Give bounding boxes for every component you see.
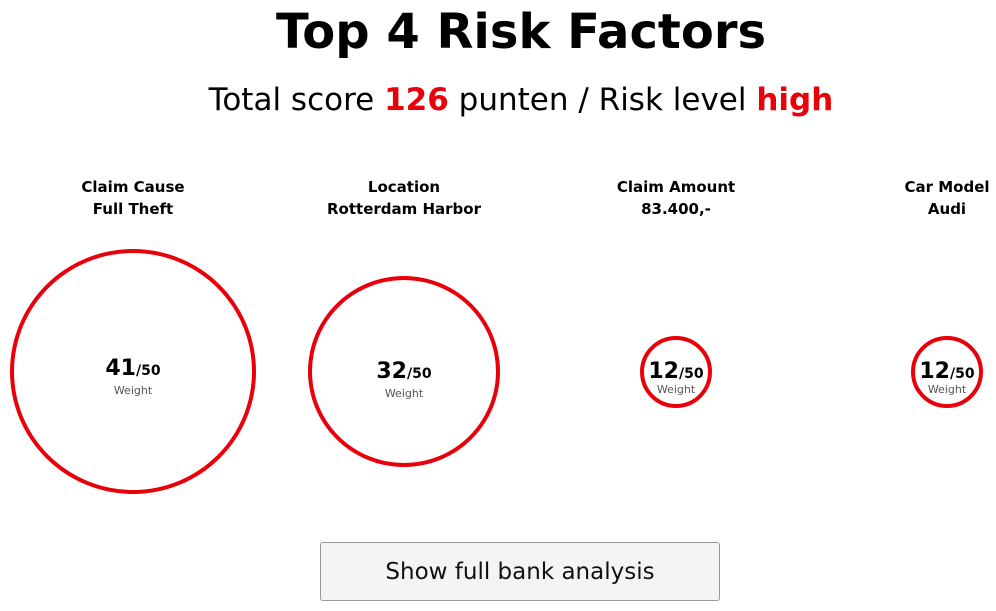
weight-label: Weight <box>113 384 153 397</box>
factor-circle-claim-cause <box>10 249 256 494</box>
factor-name: Location <box>367 178 441 196</box>
factor-name: Claim Amount <box>616 178 736 196</box>
factor-value: Audi <box>927 200 967 218</box>
factor-circle-car-model <box>911 336 983 408</box>
score-mid-text: punten / Risk level <box>448 82 757 118</box>
factor-circle-claim-amount <box>640 336 712 408</box>
show-full-analysis-button[interactable]: Show full bank analysis <box>320 542 720 601</box>
weight-label: Weight <box>384 387 424 400</box>
weight-label: Weight <box>656 383 696 396</box>
factor-name: Car Model <box>904 178 990 196</box>
score-number: 12 <box>919 359 950 384</box>
factor-name: Claim Cause <box>81 178 185 196</box>
factor-label-location: Location Rotterdam Harbor <box>254 176 554 220</box>
factor-score-car-model: 12/50 <box>867 359 996 387</box>
factor-score-location: 32/50 <box>324 359 484 387</box>
factor-circle-location <box>308 276 500 467</box>
score-number: 32 <box>376 359 407 384</box>
factor-value: Rotterdam Harbor <box>327 200 481 218</box>
total-score-value: 126 <box>384 82 449 118</box>
score-max: /50 <box>136 363 161 379</box>
score-max: /50 <box>679 366 704 382</box>
score-number: 41 <box>105 356 136 381</box>
factor-score-claim-cause: 41/50 <box>53 356 213 384</box>
score-summary: Total score 126 punten / Risk level high <box>0 79 996 121</box>
score-max: /50 <box>950 366 975 382</box>
factor-label-claim-cause: Claim Cause Full Theft <box>0 176 283 220</box>
factor-value: Full Theft <box>92 200 174 218</box>
risk-level-value: high <box>756 82 834 118</box>
score-max: /50 <box>407 366 432 382</box>
weight-label: Weight <box>927 383 967 396</box>
factor-label-car-model: Car Model Audi <box>797 176 996 220</box>
factor-label-claim-amount: Claim Amount 83.400,- <box>526 176 826 220</box>
score-number: 12 <box>648 359 679 384</box>
score-prefix: Total score <box>208 82 385 118</box>
factor-score-claim-amount: 12/50 <box>596 359 756 387</box>
page-title: Top 4 Risk Factors <box>275 4 767 60</box>
factor-value: 83.400,- <box>641 200 711 218</box>
